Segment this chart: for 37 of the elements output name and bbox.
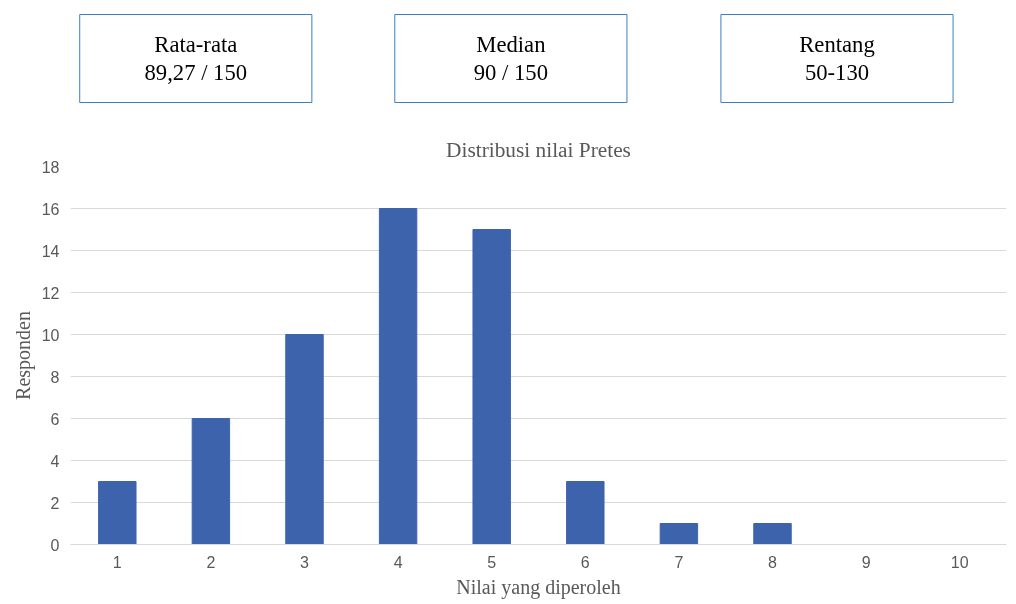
- bar: [378, 208, 418, 545]
- bar: [98, 481, 137, 545]
- x-tick-label: 6: [580, 553, 590, 571]
- text: Median: [476, 32, 546, 57]
- y-tick-label: 18: [41, 158, 60, 176]
- bar: [566, 481, 605, 545]
- y-tick-label: 16: [41, 200, 60, 218]
- y-axis-title: Responden: [11, 311, 35, 400]
- y-tick-label: 4: [50, 452, 60, 470]
- y-tick-label: 0: [50, 536, 60, 554]
- bar: [285, 334, 324, 545]
- text: 89,27 / 150: [144, 60, 248, 85]
- bar: [753, 523, 792, 545]
- x-tick-label: 10: [950, 553, 969, 571]
- text: 90 / 150: [473, 60, 548, 85]
- x-tick-label: 2: [206, 553, 216, 571]
- chart-title: Distribusi nilai Pretes: [446, 137, 631, 162]
- x-axis-title: Nilai yang diperoleh: [456, 575, 621, 599]
- x-tick-label: 5: [487, 553, 497, 571]
- text: Rentang: [799, 32, 875, 57]
- y-tick-label: 8: [50, 368, 60, 386]
- bar: [472, 229, 511, 545]
- x-tick-label: 3: [300, 553, 310, 571]
- text: 50-130: [804, 60, 870, 85]
- bar: [659, 523, 699, 545]
- x-tick-label: 8: [768, 553, 778, 571]
- y-tick-label: 14: [41, 242, 60, 260]
- y-tick-label: 6: [50, 410, 60, 428]
- text: Rata-rata: [154, 32, 238, 57]
- x-tick-label: 9: [861, 553, 871, 571]
- x-tick-label: 1: [112, 553, 122, 571]
- x-tick-label: 4: [393, 553, 403, 571]
- y-tick-label: 10: [41, 326, 60, 344]
- bar: [191, 418, 231, 545]
- y-tick-label: 2: [50, 494, 60, 512]
- x-tick-label: 7: [674, 553, 684, 571]
- y-tick-label: 12: [41, 284, 60, 302]
